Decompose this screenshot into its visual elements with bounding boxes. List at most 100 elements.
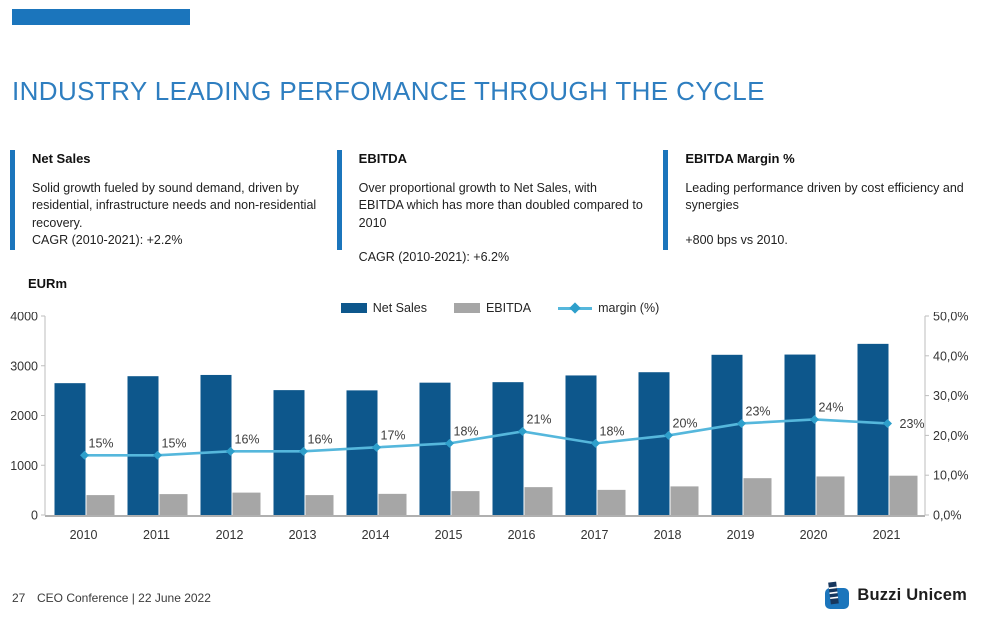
margin-data-label: 23%	[746, 404, 771, 418]
left-tick-label: 0	[31, 509, 38, 523]
card-body: Over proportional growth to Net Sales, w…	[358, 181, 643, 230]
margin-marker	[518, 426, 527, 436]
margin-data-label: 18%	[600, 424, 625, 438]
right-tick-label: 0,0%	[933, 509, 962, 523]
margin-data-label: 24%	[819, 400, 844, 414]
chart-legend: Net Sales EBITDA margin (%)	[0, 301, 1000, 315]
summary-cards: Net Sales Solid growth fueled by sound d…	[10, 150, 990, 264]
right-tick-label: 10,0%	[933, 469, 968, 483]
margin-data-label: 21%	[527, 412, 552, 426]
margin-marker	[299, 446, 308, 456]
net-sales-bar	[565, 375, 597, 515]
margin-marker	[445, 438, 454, 448]
margin-line	[84, 418, 888, 457]
margin-data-label: 16%	[308, 432, 333, 446]
ebitda-bar	[305, 495, 334, 515]
card-net-sales: Net Sales Solid growth fueled by sound d…	[10, 150, 337, 250]
legend-label: margin (%)	[598, 301, 660, 315]
net-sales-bar	[857, 343, 889, 515]
year-label: 2017	[581, 528, 609, 542]
year-label: 2015	[435, 528, 463, 542]
card-stat: CAGR (2010-2021): +6.2%	[358, 249, 510, 264]
margin-data-label: 15%	[162, 436, 187, 450]
company-logo: Buzzi Unicem	[824, 581, 967, 610]
margin-line-swatch	[558, 302, 593, 314]
ebitda-bar	[378, 493, 407, 515]
net-sales-bar	[127, 376, 159, 515]
ebitda-bar	[86, 495, 115, 515]
margin-marker	[883, 418, 892, 428]
left-tick-label: 3000	[10, 359, 38, 373]
right-tick-label: 50,0%	[933, 312, 968, 324]
footer-text: CEO Conference | 22 June 2022	[37, 591, 211, 605]
axis-unit-label: EURm	[28, 276, 68, 291]
year-label: 2020	[800, 528, 828, 542]
net-sales-bar	[711, 354, 743, 515]
page-title: INDUSTRY LEADING PERFOMANCE THROUGH THE …	[12, 76, 765, 106]
ebitda-swatch	[453, 303, 480, 313]
card-ebitda: EBITDA Over proportional growth to Net S…	[336, 150, 664, 264]
card-body: Leading performance driven by cost effic…	[685, 181, 964, 213]
net-sales-bar	[346, 390, 378, 515]
page-number: 27	[12, 591, 26, 605]
ebitda-bar	[816, 476, 845, 515]
card-title: Net Sales	[32, 151, 91, 166]
header-accent-bar	[12, 9, 190, 25]
right-tick-label: 40,0%	[933, 349, 968, 363]
margin-marker	[664, 430, 673, 440]
net-sales-bar	[54, 383, 86, 515]
net-sales-bar	[492, 382, 524, 515]
margin-marker	[80, 450, 89, 460]
legend-item-ebitda: EBITDA	[453, 301, 531, 315]
combo-chart: 4000 3000 2000 1000 0 50,0% 40,0% 30,0% 20,0% 10,…	[10, 312, 968, 542]
margin-data-label: 18%	[454, 424, 479, 438]
margin-marker	[226, 446, 235, 456]
margin-data-label: 20%	[673, 416, 698, 430]
card-title: EBITDA Margin %	[685, 151, 795, 166]
ebitda-bar	[232, 492, 261, 515]
card-title: EBITDA	[358, 151, 408, 166]
margin-data-label: 15%	[89, 436, 114, 450]
left-tick-label: 1000	[10, 459, 38, 473]
year-label: 2010	[70, 528, 98, 542]
year-label: 2014	[362, 528, 390, 542]
margin-marker	[372, 442, 381, 452]
net-sales-bar	[419, 382, 451, 515]
ebitda-bar	[597, 489, 626, 515]
year-label: 2021	[873, 528, 901, 542]
net-sales-bar	[784, 354, 816, 515]
margin-data-label: 23%	[900, 417, 925, 431]
net-sales-bar	[638, 372, 670, 515]
year-label: 2011	[143, 528, 170, 542]
right-tick-label: 20,0%	[933, 429, 968, 443]
year-label: 2019	[727, 528, 755, 542]
net-sales-bar	[200, 374, 232, 515]
left-tick-label: 2000	[10, 409, 38, 423]
year-label: 2016	[508, 528, 536, 542]
year-label: 2018	[654, 528, 682, 542]
margin-data-label: 16%	[235, 432, 260, 446]
ebitda-bar	[670, 486, 699, 515]
ebitda-bar	[889, 475, 918, 515]
left-tick-label: 4000	[10, 312, 38, 324]
card-stat: +800 bps vs 2010.	[685, 232, 788, 247]
net-sales-swatch	[340, 303, 367, 313]
card-stat: CAGR (2010-2021): +2.2%	[32, 232, 183, 247]
year-label: 2013	[289, 528, 317, 542]
card-ebitda-margin: EBITDA Margin % Leading performance driv…	[663, 150, 990, 250]
right-tick-label: 30,0%	[933, 389, 968, 403]
card-body: Solid growth fueled by sound demand, dri…	[32, 181, 317, 230]
margin-data-label: 17%	[381, 428, 406, 442]
ebitda-bar	[451, 491, 480, 515]
margin-marker	[591, 438, 600, 448]
buzzi-unicem-logo-icon	[825, 581, 850, 609]
legend-item-net-sales: Net Sales	[340, 301, 427, 315]
ebitda-bar	[743, 478, 772, 515]
margin-marker	[737, 418, 746, 428]
legend-item-margin: margin (%)	[558, 301, 659, 315]
logo-text: Buzzi Unicem	[857, 586, 967, 604]
margin-marker	[153, 450, 162, 460]
ebitda-bar	[159, 494, 188, 515]
year-label: 2012	[216, 528, 244, 542]
